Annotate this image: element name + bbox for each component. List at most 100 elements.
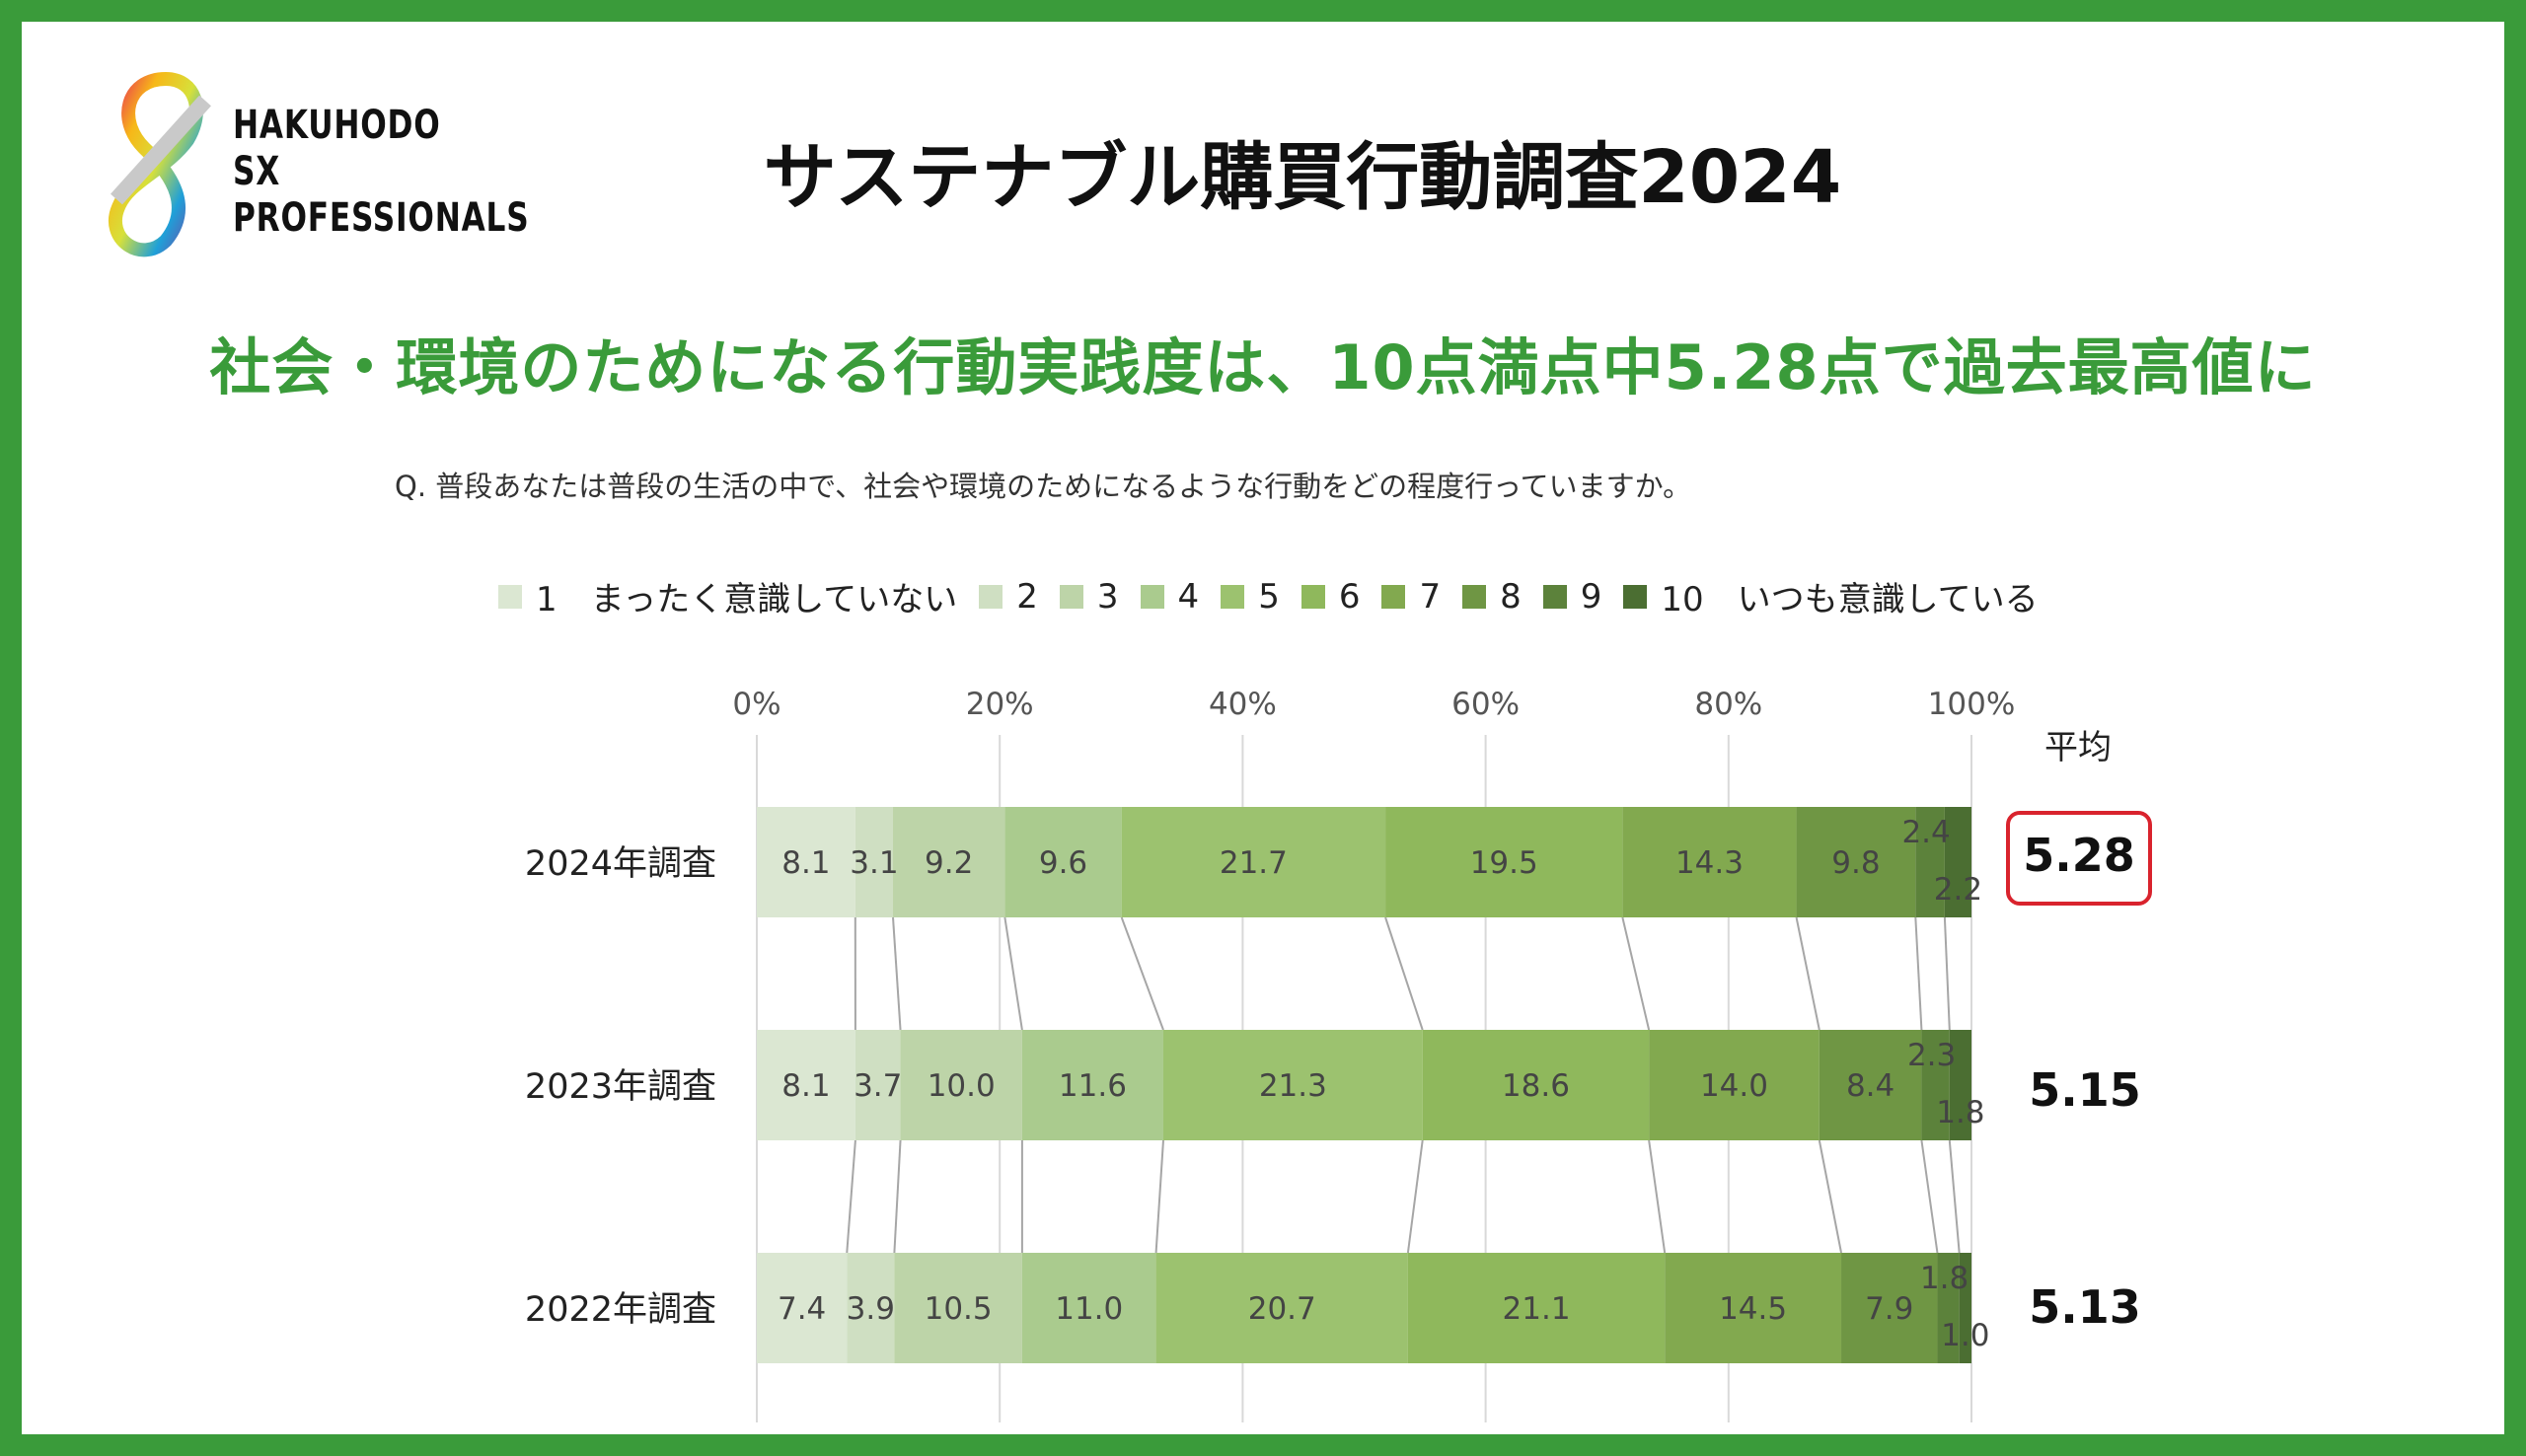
bar-segment bbox=[900, 1030, 1022, 1140]
legend-item-8: 8 bbox=[1462, 577, 1522, 617]
bar-segment bbox=[1155, 1253, 1408, 1363]
legend-swatch-7 bbox=[1381, 584, 1406, 609]
data-label: 11.6 bbox=[1059, 1068, 1127, 1104]
x-tick-label: 40% bbox=[1209, 687, 1277, 722]
connector-line bbox=[1920, 1139, 1939, 1254]
chart-legend: 1 まったく意識していない 2 3 4 5 6 7 8 9 10 いつも意識している bbox=[498, 572, 2060, 620]
data-label: 11.0 bbox=[1055, 1291, 1123, 1327]
bar-segment bbox=[1796, 807, 1916, 917]
bar-segment bbox=[1949, 1030, 1971, 1140]
data-label: 9.2 bbox=[925, 845, 973, 881]
legend-label-5: 5 bbox=[1258, 576, 1280, 617]
bar-segment bbox=[854, 807, 894, 917]
legend-label-4: 4 bbox=[1177, 576, 1200, 617]
survey-question: Q. 普段あなたは普段の生活の中で、社会や環境のためになるような行動をどの程度行… bbox=[395, 470, 1692, 503]
category-label: 2023年調査 bbox=[525, 1067, 716, 1107]
legend-label-10: 10 いつも意識している bbox=[1661, 580, 2039, 619]
category-label: 2022年調査 bbox=[525, 1290, 716, 1330]
bar-segment bbox=[1407, 1253, 1666, 1363]
data-label: 9.6 bbox=[1039, 845, 1087, 881]
average-highlight-box bbox=[2006, 811, 2152, 906]
sx-logo-icon bbox=[109, 71, 211, 257]
data-label: 10.0 bbox=[928, 1068, 996, 1104]
legend-swatch-5 bbox=[1221, 584, 1245, 609]
logo-line-1: HAKUHODO bbox=[233, 103, 441, 148]
connector-line bbox=[1948, 1139, 1961, 1254]
x-tick-label: 0% bbox=[732, 687, 780, 722]
bar-segment bbox=[1841, 1253, 1938, 1363]
data-label: 21.7 bbox=[1220, 845, 1288, 881]
data-label: 1.8 bbox=[1936, 1095, 1984, 1130]
bar-segment bbox=[1004, 807, 1122, 917]
bar-segment bbox=[1021, 1253, 1156, 1363]
average-value-2023: 5.15 bbox=[2029, 1063, 2141, 1117]
connector-line bbox=[1818, 1139, 1843, 1254]
legend-item-5: 5 bbox=[1221, 577, 1280, 617]
logo-wordmark: HAKUHODO SX PROFESSIONALS bbox=[233, 103, 529, 242]
data-label: 8.1 bbox=[781, 1068, 830, 1104]
x-tick-label: 100% bbox=[1928, 687, 2016, 722]
legend-item-9: 9 bbox=[1542, 576, 1602, 617]
data-label: 21.1 bbox=[1503, 1291, 1571, 1327]
data-label: 10.5 bbox=[925, 1291, 993, 1327]
legend-item-10: 10 いつも意識している bbox=[1623, 572, 2039, 620]
data-label: 7.9 bbox=[1865, 1291, 1913, 1327]
legend-item-3: 3 bbox=[1059, 576, 1119, 617]
connector-line bbox=[1943, 916, 1951, 1031]
data-label: 14.3 bbox=[1675, 845, 1744, 881]
bar-segment bbox=[1959, 1253, 1971, 1363]
connector-line bbox=[1384, 916, 1424, 1031]
legend-swatch-10 bbox=[1623, 584, 1648, 609]
bar-segment bbox=[1915, 807, 1945, 917]
legend-label-8: 8 bbox=[1500, 576, 1522, 617]
data-label: 19.5 bbox=[1470, 845, 1538, 881]
legend-label-2: 2 bbox=[1016, 576, 1038, 617]
legend-item-1: 1 まったく意識していない bbox=[498, 572, 957, 620]
data-label: 2.3 bbox=[1907, 1038, 1956, 1073]
bar-segment bbox=[1665, 1253, 1842, 1363]
bar-segment bbox=[1021, 1030, 1163, 1140]
legend-label-9: 9 bbox=[1580, 576, 1602, 617]
legend-swatch-3 bbox=[1059, 584, 1083, 609]
connector-line bbox=[1003, 916, 1023, 1031]
bar-segment bbox=[1385, 807, 1623, 917]
data-label: 1.0 bbox=[1941, 1318, 1989, 1353]
bar-segment bbox=[1937, 1253, 1960, 1363]
data-label: 18.6 bbox=[1502, 1068, 1570, 1104]
data-label: 8.1 bbox=[781, 845, 830, 881]
logo-line-3: PROFESSIONALS bbox=[233, 195, 530, 241]
bar-segment bbox=[894, 1253, 1022, 1363]
legend-item-4: 4 bbox=[1140, 576, 1200, 617]
bar-segment bbox=[1921, 1030, 1950, 1140]
connector-line bbox=[846, 1139, 856, 1254]
connector-line bbox=[1621, 916, 1651, 1031]
connector-line bbox=[1406, 1139, 1424, 1254]
connector-line bbox=[1154, 1139, 1164, 1254]
data-label: 8.4 bbox=[1846, 1068, 1894, 1104]
bar-segment bbox=[854, 1030, 901, 1140]
legend-label-3: 3 bbox=[1096, 576, 1119, 617]
connector-line bbox=[1120, 916, 1164, 1031]
bar-segment bbox=[1121, 807, 1386, 917]
legend-swatch-1 bbox=[498, 584, 522, 609]
bar-segment bbox=[1944, 807, 1971, 917]
x-tick-label: 20% bbox=[966, 687, 1034, 722]
category-label: 2024年調査 bbox=[525, 844, 716, 884]
legend-item-7: 7 bbox=[1381, 577, 1441, 617]
average-value-2024: 5.28 bbox=[2023, 829, 2135, 882]
data-label: 20.7 bbox=[1248, 1291, 1316, 1327]
data-label: 3.1 bbox=[850, 845, 898, 881]
bar-segment bbox=[757, 1030, 855, 1140]
legend-swatch-2 bbox=[979, 584, 1003, 609]
x-tick-label: 60% bbox=[1451, 687, 1520, 722]
headline: 社会・環境のためになる行動実践度は、10点満点中5.28点で過去最高値に bbox=[209, 331, 2317, 403]
bar-segment bbox=[893, 807, 1005, 917]
data-label: 2.2 bbox=[1934, 872, 1982, 908]
connector-line bbox=[1648, 1139, 1667, 1254]
legend-label-1: 1 まったく意識していない bbox=[536, 580, 958, 619]
data-label: 9.8 bbox=[1831, 845, 1880, 881]
bar-segment bbox=[1622, 807, 1797, 917]
x-tick-label: 80% bbox=[1694, 687, 1762, 722]
